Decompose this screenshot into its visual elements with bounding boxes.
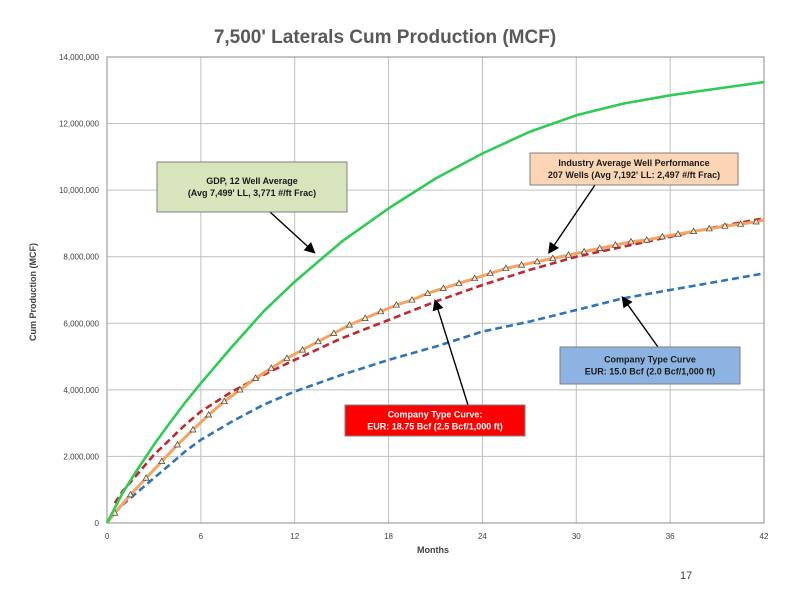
data-point-marker bbox=[158, 457, 166, 464]
series-layer bbox=[105, 80, 765, 524]
ticks-layer: 0 6 12 18 24 30 36 42 0 2,000,000 4,000,000 6,000,0… bbox=[59, 53, 769, 541]
data-point-marker bbox=[674, 230, 682, 237]
page-number: 17 bbox=[680, 570, 693, 582]
y-axis-label: Cum Production (MCF) bbox=[28, 243, 38, 341]
x-tick-label: 36 bbox=[666, 532, 675, 541]
data-point-marker bbox=[705, 224, 713, 232]
data-point-marker bbox=[549, 254, 557, 261]
data-point-marker bbox=[596, 244, 604, 251]
data-point-marker bbox=[658, 232, 666, 240]
data-point-marker bbox=[205, 410, 213, 418]
annotation-arrow bbox=[621, 296, 659, 348]
data-point-marker bbox=[580, 247, 588, 255]
data-point-marker bbox=[502, 264, 510, 271]
annotation-box-blue-box bbox=[559, 346, 741, 385]
data-point-marker bbox=[377, 307, 385, 315]
data-point-marker bbox=[736, 220, 745, 227]
annotation-arrow bbox=[269, 211, 316, 254]
x-tick-label: 30 bbox=[572, 532, 581, 541]
annotation-box-red-box bbox=[344, 404, 526, 437]
annotation-text-blue-box: EUR: 15.0 Bcf (2.0 Bcf/1,000 ft) bbox=[585, 367, 716, 377]
data-point-marker bbox=[455, 279, 463, 286]
y-tick-label: 6,000,000 bbox=[63, 319, 99, 328]
data-point-marker bbox=[189, 425, 197, 433]
data-point-marker bbox=[564, 251, 573, 258]
data-point-marker bbox=[643, 236, 651, 243]
y-tick-label: 8,000,000 bbox=[63, 253, 99, 262]
x-tick-label: 6 bbox=[199, 532, 204, 541]
x-tick-label: 42 bbox=[760, 532, 769, 541]
data-point-marker bbox=[690, 227, 698, 234]
data-point-marker bbox=[361, 314, 369, 321]
annotation-text-gdp-box: (Avg 7,499' LL, 3,771 #/ft Frac) bbox=[188, 188, 316, 198]
annotation-text-red-box: EUR: 18.75 Bcf (2.5 Bcf/1,000 ft) bbox=[367, 422, 503, 432]
series-line-industry bbox=[105, 218, 765, 524]
annotation-text-gdp-box: GDP, 12 Well Average bbox=[206, 176, 298, 186]
annotation-text-blue-box: Company Type Curve bbox=[604, 355, 696, 365]
data-point-marker bbox=[252, 374, 260, 381]
data-point-marker bbox=[126, 490, 135, 498]
series-line-company-red bbox=[113, 217, 765, 504]
plot-border bbox=[106, 56, 765, 524]
annotation-text-red-box: Company Type Curve: bbox=[388, 410, 483, 420]
data-point-marker bbox=[236, 385, 244, 393]
data-point-marker bbox=[298, 345, 307, 353]
y-tick-label: 12,000,000 bbox=[59, 120, 100, 129]
data-point-marker bbox=[721, 222, 729, 229]
annotation-arrow bbox=[548, 184, 596, 255]
data-point-marker bbox=[408, 296, 416, 303]
data-point-marker bbox=[330, 329, 338, 336]
y-tick-label: 2,000,000 bbox=[63, 452, 99, 461]
data-point-marker bbox=[424, 289, 432, 296]
chart-title: 7,500' Laterals Cum Production (MCF) bbox=[214, 27, 556, 48]
data-point-marker bbox=[314, 337, 322, 345]
annotation-text-industry-box: 207 Wells (Avg 7,192' LL: 2,497 #/ft Fra… bbox=[548, 170, 720, 180]
annotation-layer: GDP, 12 Well Average (Avg 7,499' LL, 3,77… bbox=[156, 152, 741, 437]
y-tick-label: 14,000,000 bbox=[59, 53, 100, 62]
data-point-marker bbox=[517, 261, 526, 268]
annotation-text-industry-box: Industry Average Well Performance bbox=[558, 158, 709, 168]
data-point-marker bbox=[267, 364, 275, 371]
x-tick-label: 18 bbox=[384, 532, 393, 541]
data-point-marker bbox=[439, 284, 447, 291]
y-tick-label: 4,000,000 bbox=[63, 386, 99, 395]
y-tick-label: 10,000,000 bbox=[59, 186, 100, 195]
data-point-marker bbox=[627, 237, 635, 245]
arrows-layer bbox=[269, 184, 659, 406]
x-axis-label: Months bbox=[417, 545, 449, 555]
data-point-marker bbox=[283, 354, 291, 361]
data-point-marker bbox=[142, 474, 150, 481]
annotation-box-industry-box bbox=[529, 152, 739, 186]
x-tick-label: 24 bbox=[478, 532, 487, 541]
data-point-marker bbox=[345, 321, 354, 328]
data-point-marker bbox=[611, 241, 619, 248]
series-line-company-blue bbox=[113, 272, 765, 514]
x-tick-label: 12 bbox=[290, 532, 299, 541]
x-tick-label: 0 bbox=[105, 532, 110, 541]
data-point-marker bbox=[752, 217, 760, 225]
annotation-box-gdp-box bbox=[156, 161, 348, 213]
data-point-marker bbox=[533, 257, 541, 265]
data-point-marker bbox=[392, 301, 400, 308]
data-point-marker bbox=[486, 269, 494, 276]
series-line-gdp bbox=[105, 80, 765, 524]
data-point-marker bbox=[220, 397, 228, 405]
annotation-arrow bbox=[432, 298, 469, 406]
grid bbox=[106, 56, 765, 524]
data-point-marker bbox=[173, 440, 181, 448]
data-point-marker bbox=[471, 274, 479, 281]
y-tick-label: 0 bbox=[95, 519, 100, 528]
